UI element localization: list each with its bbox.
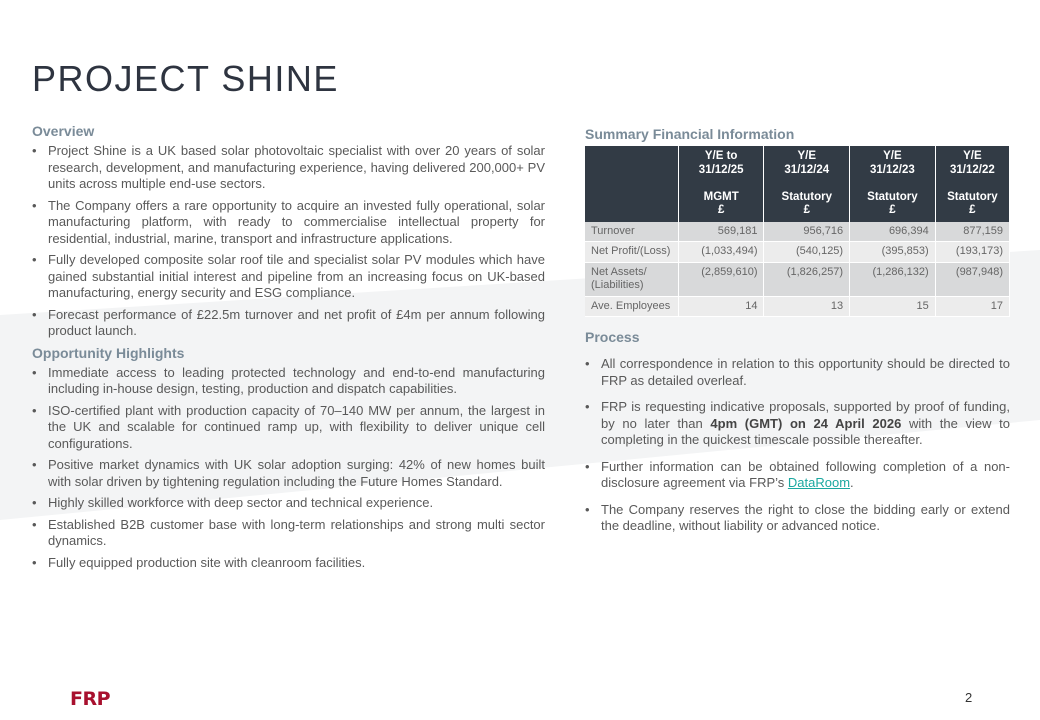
table-cell: (395,853)	[849, 241, 936, 263]
dataroom-link[interactable]: DataRoom	[787, 475, 851, 490]
table-cell: 569,181	[678, 221, 765, 242]
row-label: Ave. Employees	[585, 296, 679, 317]
table-cell: (987,948)	[935, 262, 1011, 297]
process-list: All correspondence in relation to this o…	[585, 356, 1010, 535]
list-item: The Company reserves the right to close …	[585, 502, 1010, 535]
table-row: Net Profit/(Loss) (1,033,494) (540,125) (39…	[585, 241, 1011, 263]
highlights-list: Immediate access to leading protected te…	[32, 365, 545, 572]
page-title: PROJECT SHINE	[32, 58, 339, 99]
right-column: Summary Financial Information Y/E to 31/1…	[585, 126, 1011, 540]
overview-list: Project Shine is a UK based solar photov…	[32, 143, 545, 340]
table-cell: 877,159	[935, 221, 1011, 242]
column-header: Y/E 31/12/23 Statutory £	[849, 146, 936, 222]
list-item: Project Shine is a UK based solar photov…	[32, 143, 545, 193]
list-item: FRP is requesting indicative proposals, …	[585, 399, 1010, 449]
process-heading: Process	[585, 329, 640, 345]
header-empty	[585, 146, 679, 222]
table-cell: 696,394	[849, 221, 936, 242]
table-cell: 14	[678, 296, 765, 317]
list-item: Immediate access to leading protected te…	[32, 365, 545, 398]
list-item: The Company offers a rare opportunity to…	[32, 198, 545, 248]
table-cell: (540,125)	[763, 241, 851, 263]
deadline: 4pm (GMT) on 24 April 2026	[710, 415, 902, 431]
row-label: Turnover	[585, 221, 679, 242]
page-number: 2	[965, 690, 973, 705]
column-header: Y/E 31/12/24 Statutory £	[763, 146, 851, 222]
list-item: Positive market dynamics with UK solar a…	[32, 457, 545, 490]
column-header: Y/E 31/12/22 Statutory £	[935, 146, 1011, 222]
table-row: Turnover 569,181 956,716 696,394 877,159	[585, 221, 1011, 242]
list-item: All correspondence in relation to this o…	[585, 356, 1010, 389]
row-label: Net Profit/(Loss)	[585, 241, 679, 263]
table-cell: 17	[935, 296, 1011, 317]
table-cell: 13	[763, 296, 851, 317]
list-item: Forecast performance of £22.5m turnover …	[32, 307, 545, 340]
table-cell: (1,286,132)	[849, 262, 936, 297]
column-header: Y/E to 31/12/25 MGMT £	[678, 146, 765, 222]
highlights-heading: Opportunity Highlights	[32, 344, 185, 361]
left-column: Overview Project Shine is a UK based sol…	[32, 123, 545, 576]
table-cell: (193,173)	[935, 241, 1011, 263]
frp-logo: FRP	[70, 688, 111, 710]
table-cell: 15	[849, 296, 936, 317]
list-item: ISO-certified plant with production capa…	[32, 403, 545, 453]
list-item: Highly skilled workforce with deep secto…	[32, 495, 545, 512]
list-item: Fully equipped production site with clea…	[32, 555, 545, 572]
financial-table: Y/E to 31/12/25 MGMT £ Y/E 31/12/24 Statuto…	[585, 146, 1011, 317]
list-item: Further information can be obtained foll…	[585, 459, 1010, 492]
list-item: Established B2B customer base with long-…	[32, 517, 545, 550]
table-header-row: Y/E to 31/12/25 MGMT £ Y/E 31/12/24 Statuto…	[585, 146, 1011, 222]
table-cell: (1,826,257)	[763, 262, 851, 297]
table-cell: 956,716	[763, 221, 851, 242]
overview-heading: Overview	[32, 123, 95, 139]
table-cell: (1,033,494)	[678, 241, 765, 263]
financials-heading: Summary Financial Information	[585, 126, 795, 142]
table-row: Net Assets/ (Liabilities) (2,859,610) (1,8…	[585, 262, 1011, 297]
list-item: Fully developed composite solar roof til…	[32, 252, 545, 302]
table-row: Ave. Employees 14 13 15 17	[585, 296, 1011, 317]
table-cell: (2,859,610)	[678, 262, 765, 297]
row-label: Net Assets/ (Liabilities)	[585, 262, 679, 297]
